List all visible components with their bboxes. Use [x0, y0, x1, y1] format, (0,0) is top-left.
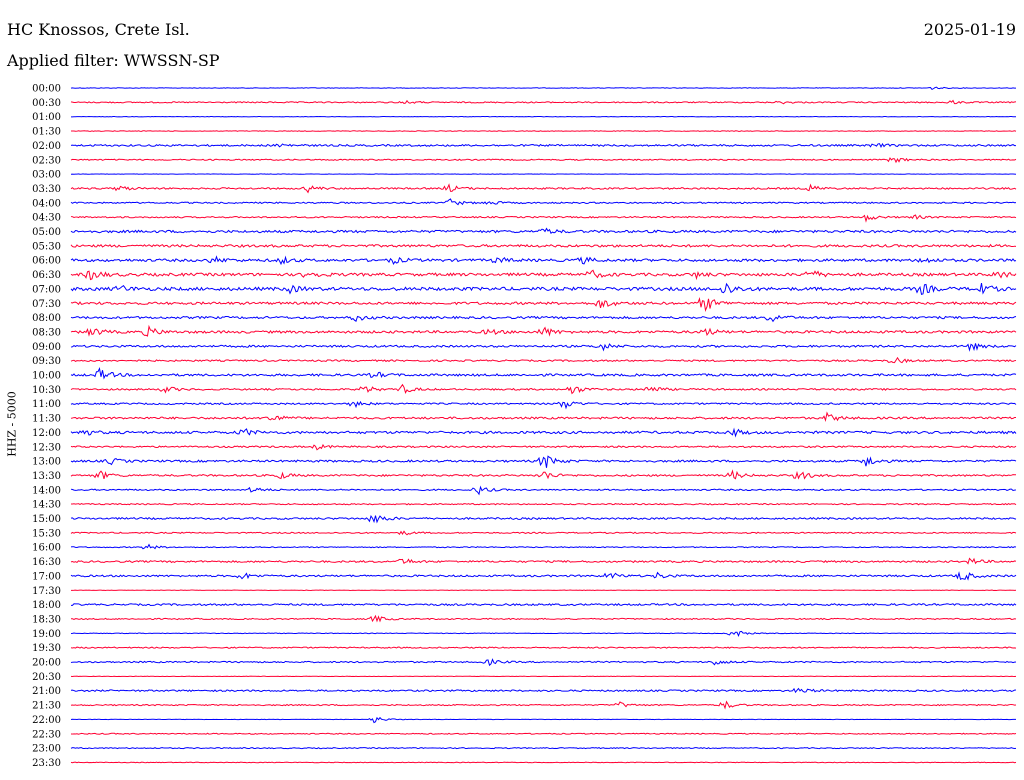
time-label-0700: 07:00 — [32, 284, 61, 295]
time-label-0000: 00:00 — [32, 84, 61, 95]
time-label-1530: 15:30 — [32, 528, 61, 539]
trace-1600 — [70, 543, 1017, 550]
time-label-0230: 02:30 — [32, 155, 61, 166]
time-label-2200: 22:00 — [32, 715, 61, 726]
time-label-0500: 05:00 — [32, 227, 61, 238]
trace-1400 — [70, 485, 1017, 496]
trace-0030 — [70, 99, 1017, 105]
time-label-1630: 16:30 — [32, 557, 61, 568]
time-label-1930: 19:30 — [32, 643, 61, 654]
time-label-1200: 12:00 — [32, 428, 61, 439]
trace-0700 — [70, 282, 1017, 296]
trace-1930 — [70, 646, 1017, 649]
time-label-0430: 04:30 — [32, 213, 61, 224]
trace-2100 — [70, 687, 1017, 694]
station-title: HC Knossos, Crete Isl. — [7, 20, 190, 39]
time-label-0530: 05:30 — [32, 241, 61, 252]
trace-1330 — [70, 469, 1017, 480]
time-label-2230: 22:30 — [32, 729, 61, 740]
record-date: 2025-01-19 — [923, 20, 1016, 39]
trace-0200 — [70, 142, 1017, 149]
time-label-0300: 03:00 — [32, 170, 61, 181]
trace-2200 — [70, 716, 1017, 724]
trace-0930 — [70, 356, 1017, 364]
trace-0430 — [70, 214, 1017, 223]
trace-1530 — [70, 530, 1017, 536]
time-label-1830: 18:30 — [32, 614, 61, 625]
time-label-1300: 13:00 — [32, 457, 61, 468]
time-label-1900: 19:00 — [32, 629, 61, 640]
time-label-0600: 06:00 — [32, 256, 61, 267]
trace-0730 — [70, 297, 1017, 313]
time-label-1330: 13:30 — [32, 471, 61, 482]
trace-1630 — [70, 557, 1017, 565]
trace-0800 — [70, 314, 1017, 323]
time-label-2300: 23:00 — [32, 744, 61, 755]
trace-0530 — [70, 243, 1017, 248]
time-label-0730: 07:30 — [32, 299, 61, 310]
trace-2230 — [70, 732, 1017, 735]
trace-0600 — [70, 255, 1017, 266]
time-label-2330: 23:30 — [32, 758, 61, 769]
time-label-1600: 16:00 — [32, 543, 61, 554]
time-axis-labels: 00:00 00:30 01:00 01:30 02:00 02:30 03:00 03:30… — [32, 84, 61, 769]
trace-0830 — [70, 324, 1017, 337]
trace-0630 — [70, 269, 1017, 281]
time-label-1000: 10:00 — [32, 371, 61, 382]
trace-1700 — [70, 571, 1017, 581]
time-label-0800: 08:00 — [32, 313, 61, 324]
time-label-2000: 20:00 — [32, 658, 61, 669]
trace-1900 — [70, 630, 1017, 637]
time-label-0130: 01:30 — [32, 127, 61, 138]
trace-0900 — [70, 343, 1017, 352]
trace-0500 — [70, 227, 1017, 235]
time-label-1500: 15:00 — [32, 514, 61, 525]
trace-0000 — [70, 86, 1017, 91]
time-label-1430: 14:30 — [32, 500, 61, 511]
time-label-0330: 03:30 — [32, 184, 61, 195]
trace-0330 — [70, 183, 1017, 194]
time-label-0100: 01:00 — [32, 112, 61, 123]
trace-1300 — [70, 455, 1017, 468]
time-label-1100: 11:00 — [32, 399, 61, 410]
time-label-0930: 09:30 — [32, 356, 61, 367]
trace-1830 — [70, 614, 1017, 623]
time-label-2100: 21:00 — [32, 686, 61, 697]
trace-1130 — [70, 411, 1017, 422]
trace-1500 — [70, 514, 1017, 524]
trace-1200 — [70, 427, 1017, 438]
trace-1100 — [70, 400, 1017, 410]
seismic-traces — [70, 86, 1017, 764]
trace-2300 — [70, 747, 1017, 750]
time-label-0900: 09:00 — [32, 342, 61, 353]
time-label-1130: 11:30 — [32, 414, 61, 425]
trace-1230 — [70, 443, 1017, 451]
filter-label: Applied filter: WWSSN-SP — [7, 51, 220, 70]
trace-0400 — [70, 198, 1017, 206]
time-label-1730: 17:30 — [32, 586, 61, 597]
time-label-0030: 00:30 — [32, 98, 61, 109]
time-label-2130: 21:30 — [32, 701, 61, 712]
trace-1000 — [70, 366, 1017, 380]
time-label-0200: 02:00 — [32, 141, 61, 152]
trace-1800 — [70, 603, 1017, 607]
time-label-2030: 20:30 — [32, 672, 61, 683]
trace-0230 — [70, 157, 1017, 164]
trace-1030 — [70, 383, 1017, 395]
time-label-1800: 18:00 — [32, 600, 61, 611]
trace-2130 — [70, 700, 1017, 710]
trace-2330 — [70, 761, 1017, 764]
trace-2000 — [70, 658, 1017, 667]
trace-0130 — [70, 130, 1017, 132]
trace-1430 — [70, 502, 1017, 506]
time-label-0830: 08:30 — [32, 327, 61, 338]
time-label-1400: 14:00 — [32, 485, 61, 496]
time-label-1230: 12:30 — [32, 442, 61, 453]
time-label-1030: 10:30 — [32, 385, 61, 396]
time-label-0630: 06:30 — [32, 270, 61, 281]
time-label-0400: 04:00 — [32, 198, 61, 209]
time-label-1700: 17:00 — [32, 571, 61, 582]
